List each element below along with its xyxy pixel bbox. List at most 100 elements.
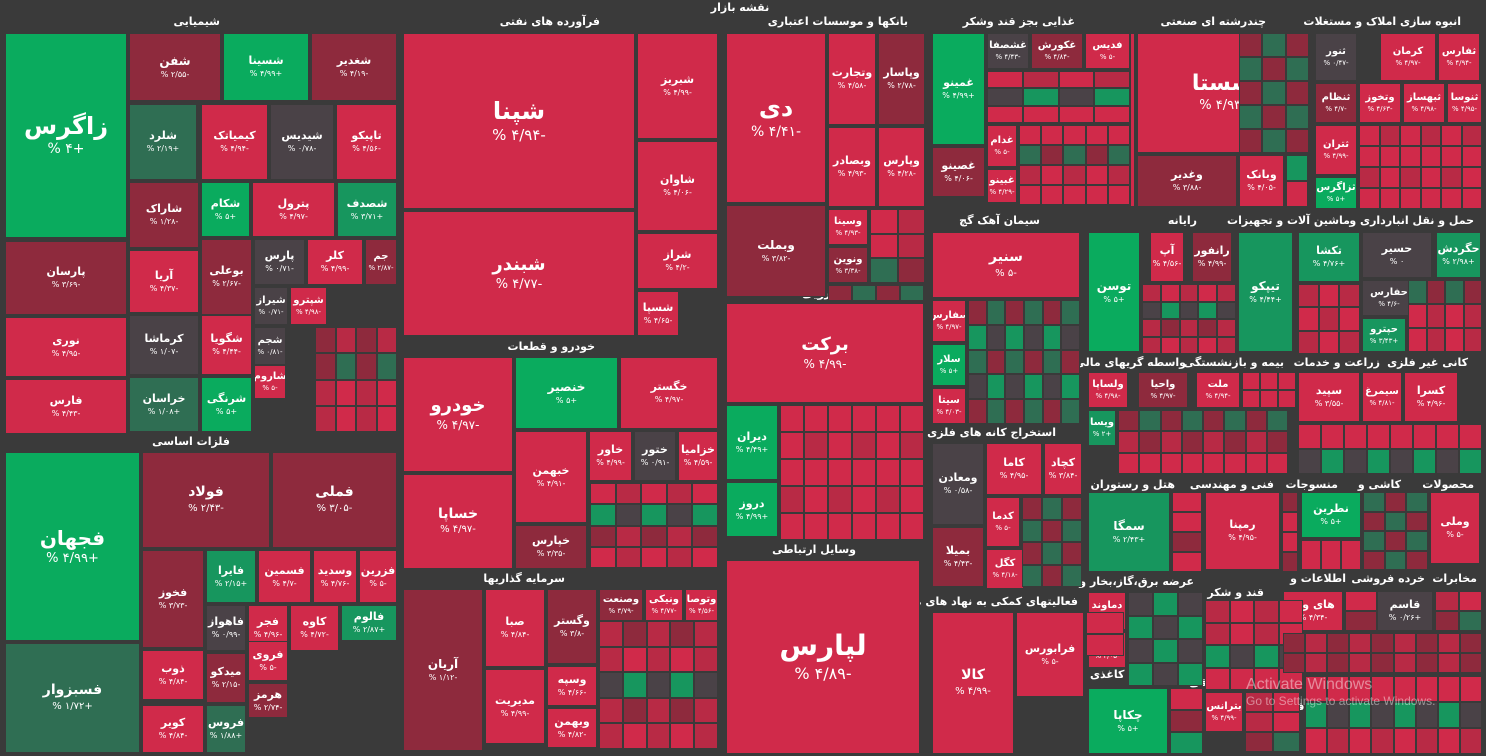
small-stock-tile[interactable] xyxy=(1379,125,1400,146)
small-stock-tile[interactable] xyxy=(599,697,623,724)
small-stock-tile[interactable] xyxy=(1321,540,1341,570)
stock-tile[interactable]: وسپه -۴/۶۶ % xyxy=(547,666,597,706)
small-stock-tile[interactable] xyxy=(599,723,623,749)
small-stock-tile[interactable] xyxy=(315,327,336,354)
small-stock-tile[interactable] xyxy=(1384,511,1407,531)
small-stock-tile[interactable] xyxy=(1130,33,1135,207)
small-stock-tile[interactable] xyxy=(356,327,377,354)
stock-tile[interactable]: شپنا -۴/۹۴ % xyxy=(403,33,635,209)
small-stock-tile[interactable] xyxy=(1239,105,1263,129)
small-stock-tile[interactable] xyxy=(1262,81,1286,105)
small-stock-tile[interactable] xyxy=(615,525,642,547)
small-stock-tile[interactable] xyxy=(1445,304,1464,328)
small-stock-tile[interactable] xyxy=(692,483,718,505)
stock-tile[interactable]: بترانس -۴/۹۹ % xyxy=(1205,692,1243,732)
small-stock-tile[interactable] xyxy=(1062,519,1082,542)
stock-tile[interactable]: کرمان -۴/۹۷ % xyxy=(1380,33,1436,81)
stock-tile[interactable]: آپ -۴/۵۶ % xyxy=(1150,232,1184,282)
stock-tile[interactable]: قاسم +۰/۲۶ % xyxy=(1377,591,1433,631)
small-stock-tile[interactable] xyxy=(1282,492,1298,512)
small-stock-tile[interactable] xyxy=(1272,712,1300,732)
stock-tile[interactable]: کلر -۴/۹۹ % xyxy=(307,239,363,285)
small-stock-tile[interactable] xyxy=(986,324,1006,350)
small-stock-tile[interactable] xyxy=(1239,129,1263,153)
stock-tile[interactable]: شبندر -۴/۷۷ % xyxy=(403,211,635,336)
small-stock-tile[interactable] xyxy=(1198,284,1218,302)
small-stock-tile[interactable] xyxy=(1318,330,1340,354)
small-stock-tile[interactable] xyxy=(1349,653,1372,673)
small-stock-tile[interactable] xyxy=(1118,431,1140,453)
small-stock-tile[interactable] xyxy=(1393,653,1416,673)
small-stock-tile[interactable] xyxy=(1321,424,1344,449)
small-stock-tile[interactable] xyxy=(315,405,336,432)
small-stock-tile[interactable] xyxy=(1153,592,1178,616)
small-stock-tile[interactable] xyxy=(1022,88,1059,106)
small-stock-tile[interactable] xyxy=(1058,71,1095,89)
stock-tile[interactable]: سیتا -۴/۰۳ % xyxy=(932,388,966,424)
small-stock-tile[interactable] xyxy=(1024,300,1043,325)
small-stock-tile[interactable] xyxy=(692,504,718,526)
small-stock-tile[interactable] xyxy=(1260,372,1278,390)
small-stock-tile[interactable] xyxy=(852,513,876,540)
small-stock-tile[interactable] xyxy=(1042,399,1062,424)
small-stock-tile[interactable] xyxy=(1024,399,1043,424)
stock-tile[interactable]: فایرا +۲/۱۵ % xyxy=(206,550,256,603)
stock-tile[interactable]: پارسان -۳/۶۹ % xyxy=(5,241,127,315)
stock-tile[interactable]: فروی -۵ % xyxy=(248,641,288,681)
small-stock-tile[interactable] xyxy=(1459,728,1482,754)
stock-tile[interactable]: وبانک -۴/۰۵ % xyxy=(1239,155,1284,207)
small-stock-tile[interactable] xyxy=(852,486,876,513)
stock-tile[interactable]: آریان -۱/۱۲ % xyxy=(403,589,483,751)
small-stock-tile[interactable] xyxy=(968,300,987,325)
stock-tile[interactable]: زاگرس +۴ % xyxy=(5,33,127,238)
small-stock-tile[interactable] xyxy=(1393,633,1416,653)
small-stock-tile[interactable] xyxy=(1094,88,1130,106)
small-stock-tile[interactable] xyxy=(1107,185,1130,205)
small-stock-tile[interactable] xyxy=(1318,284,1340,308)
small-stock-tile[interactable] xyxy=(1286,181,1308,207)
small-stock-tile[interactable] xyxy=(1024,349,1043,375)
small-stock-tile[interactable] xyxy=(692,546,718,568)
small-stock-tile[interactable] xyxy=(1298,307,1319,331)
small-stock-tile[interactable] xyxy=(1178,615,1203,639)
small-stock-tile[interactable] xyxy=(1282,512,1298,532)
stock-tile[interactable]: وبملت -۳/۸۲ % xyxy=(726,205,826,297)
small-stock-tile[interactable] xyxy=(1239,81,1263,105)
stock-tile[interactable]: شاراک -۱/۲۸ % xyxy=(129,182,199,248)
small-stock-tile[interactable] xyxy=(622,621,647,647)
stock-tile[interactable]: شیدیس -۰/۷۸ % xyxy=(270,104,334,180)
small-stock-tile[interactable] xyxy=(1205,667,1230,690)
stock-tile[interactable]: غدام -۵ % xyxy=(987,125,1017,167)
small-stock-tile[interactable] xyxy=(1042,542,1062,565)
small-stock-tile[interactable] xyxy=(1217,301,1236,319)
small-stock-tile[interactable] xyxy=(666,546,693,568)
small-stock-tile[interactable] xyxy=(1245,712,1273,732)
small-stock-tile[interactable] xyxy=(1085,145,1108,165)
small-stock-tile[interactable] xyxy=(694,697,718,724)
small-stock-tile[interactable] xyxy=(1160,410,1182,432)
stock-tile[interactable]: نطرین +۵ % xyxy=(1301,492,1361,538)
small-stock-tile[interactable] xyxy=(1022,519,1042,542)
stock-tile[interactable]: وسینا -۴/۹۳ % xyxy=(828,209,868,245)
small-stock-tile[interactable] xyxy=(1242,372,1260,390)
small-stock-tile[interactable] xyxy=(1437,676,1460,702)
small-stock-tile[interactable] xyxy=(1459,633,1482,653)
small-stock-tile[interactable] xyxy=(1285,33,1309,57)
small-stock-tile[interactable] xyxy=(1441,146,1462,167)
small-stock-tile[interactable] xyxy=(1160,319,1180,337)
small-stock-tile[interactable] xyxy=(1254,645,1279,668)
stock-tile[interactable]: فزرین -۵ % xyxy=(359,550,397,603)
small-stock-tile[interactable] xyxy=(1160,452,1182,474)
small-stock-tile[interactable] xyxy=(641,504,667,526)
small-stock-tile[interactable] xyxy=(1172,512,1202,532)
small-stock-tile[interactable] xyxy=(1435,611,1459,631)
stock-tile[interactable]: کاوه -۴/۷۲ % xyxy=(290,605,339,651)
small-stock-tile[interactable] xyxy=(1400,125,1421,146)
small-stock-tile[interactable] xyxy=(1203,410,1225,432)
small-stock-tile[interactable] xyxy=(1254,600,1279,623)
small-stock-tile[interactable] xyxy=(1349,676,1372,702)
small-stock-tile[interactable] xyxy=(1062,564,1082,587)
small-stock-tile[interactable] xyxy=(804,459,828,486)
small-stock-tile[interactable] xyxy=(1461,167,1482,188)
small-stock-tile[interactable] xyxy=(1260,390,1278,408)
